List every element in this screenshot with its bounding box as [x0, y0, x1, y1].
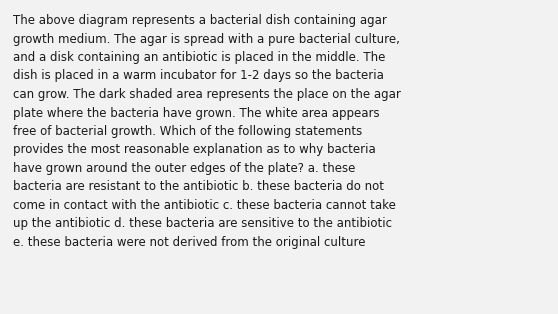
Text: The above diagram represents a bacterial dish containing agar
growth medium. The: The above diagram represents a bacterial…: [13, 14, 401, 249]
